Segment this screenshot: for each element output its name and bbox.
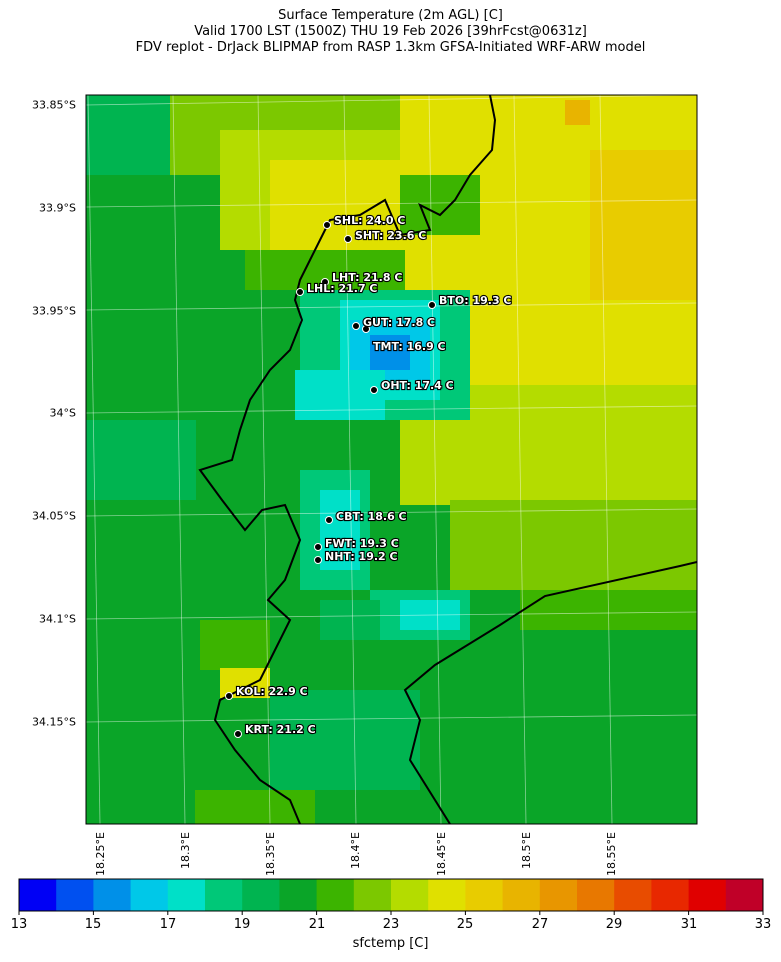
lat-label: 34°S <box>49 406 76 420</box>
map-source: FDV replot - DrJack BLIPMAP from RASP 1.… <box>135 40 646 55</box>
colorbar-swatch <box>279 879 318 911</box>
station-oht[interactable]: OHT: 17.4 C <box>370 378 455 394</box>
station-tmt[interactable]: TMT: 16.9 C <box>372 339 447 354</box>
lat-label: 34.1°S <box>39 612 76 626</box>
lon-label: 18.25°E <box>94 832 107 876</box>
station-gut[interactable]: GUT: 17.8 C <box>352 315 436 333</box>
map-valid-time: Valid 1700 LST (1500Z) THU 19 Feb 2026 [… <box>194 24 587 39</box>
station-label: BTO: 19.3 C <box>439 294 512 307</box>
lon-label: 18.3°E <box>179 832 192 869</box>
colorbar-tick-label: 17 <box>159 917 177 932</box>
station-lht[interactable]: LHT: 21.8 C <box>321 270 403 286</box>
station-label: KOL: 22.9 C <box>236 685 308 698</box>
colorbar-swatch <box>577 879 615 911</box>
colorbar-swatch <box>539 879 578 911</box>
station-label: SHT: 23.6 C <box>355 229 426 242</box>
station-label: NHT: 19.2 C <box>325 550 398 563</box>
station-sht[interactable]: SHT: 23.6 C <box>344 228 427 243</box>
graticule <box>86 95 697 824</box>
colorbar-tick-label: 15 <box>84 917 102 932</box>
station-label: OHT: 17.4 C <box>381 379 454 392</box>
station-label: LHT: 21.8 C <box>332 271 402 284</box>
colorbar-swatch <box>205 879 243 911</box>
station-label: CBT: 18.6 C <box>336 510 407 523</box>
colorbar-swatch <box>725 879 764 911</box>
station-cbt[interactable]: CBT: 18.6 C <box>325 509 408 524</box>
coastline <box>198 95 697 824</box>
colorbar-swatch <box>614 879 652 911</box>
colorbar-swatch <box>19 879 57 911</box>
station-lhl[interactable]: LHL: 21.7 C <box>296 281 379 296</box>
station-shl[interactable]: SHL: 24.0 C <box>323 213 407 229</box>
colorbar-tick-label: 23 <box>382 917 400 932</box>
colorbar-tick-label: 27 <box>531 917 549 932</box>
colorbar-swatch <box>651 879 690 911</box>
colorbar-tick-label: 33 <box>754 917 772 932</box>
colorbar-swatch <box>167 879 206 911</box>
lon-label: 18.4°E <box>349 832 362 869</box>
colorbar-swatch <box>130 879 169 911</box>
colorbar-swatch <box>242 879 280 911</box>
colorbar-swatch <box>316 879 355 911</box>
station-fwt[interactable]: FWT: 19.3 C <box>314 536 400 551</box>
colorbar-tick-label: 31 <box>680 917 698 932</box>
colorbar-tick-label: 29 <box>605 917 623 932</box>
lon-label: 18.45°E <box>435 832 448 876</box>
colorbar-ticks <box>18 911 764 915</box>
colorbar-swatch <box>93 879 132 911</box>
colorbar-tick-label: 21 <box>308 917 326 932</box>
colorbar-swatch <box>428 879 466 911</box>
lat-label: 34.15°S <box>32 715 76 729</box>
station-label: GUT: 17.8 C <box>363 316 435 329</box>
station-label: KRT: 21.2 C <box>245 723 316 736</box>
map-title: Surface Temperature (2m AGL) [C] <box>278 8 503 23</box>
temperature-field <box>86 95 697 824</box>
station-krt[interactable]: KRT: 21.2 C <box>234 722 317 738</box>
lon-label: 18.35°E <box>264 832 277 876</box>
colorbar-swatch <box>502 879 541 911</box>
map-frame <box>85 94 698 825</box>
station-kol[interactable]: KOL: 22.9 C <box>225 684 309 700</box>
colorbar-swatch <box>391 879 429 911</box>
colorbar-label: sfctemp [C] <box>352 936 429 951</box>
station-label: SHL: 24.0 C <box>334 214 405 227</box>
colorbar <box>19 879 764 911</box>
lat-label: 33.9°S <box>39 201 76 215</box>
colorbar-swatch <box>353 879 392 911</box>
colorbar-tick-label: 25 <box>456 917 474 932</box>
colorbar-swatch <box>688 879 727 911</box>
station-label: FWT: 19.3 C <box>325 537 399 550</box>
station-bto[interactable]: BTO: 19.3 C <box>428 293 513 309</box>
colorbar-swatch <box>465 879 504 911</box>
lat-label: 33.85°S <box>32 98 76 112</box>
lon-label: 18.55°E <box>605 832 618 876</box>
lat-label: 34.05°S <box>32 509 76 523</box>
colorbar-tick-label: 19 <box>233 917 251 932</box>
lat-label: 33.95°S <box>32 304 76 318</box>
station-markers: SHL: 24.0 C SHT: 23.6 C LHT: 21.8 C LHL:… <box>225 213 513 738</box>
colorbar-tick-label: 13 <box>10 917 28 932</box>
station-nht[interactable]: NHT: 19.2 C <box>314 549 399 564</box>
lon-label: 18.5°E <box>520 832 533 869</box>
colorbar-swatch <box>56 879 94 911</box>
station-label: LHL: 21.7 C <box>307 282 378 295</box>
station-label: TMT: 16.9 C <box>373 340 446 353</box>
